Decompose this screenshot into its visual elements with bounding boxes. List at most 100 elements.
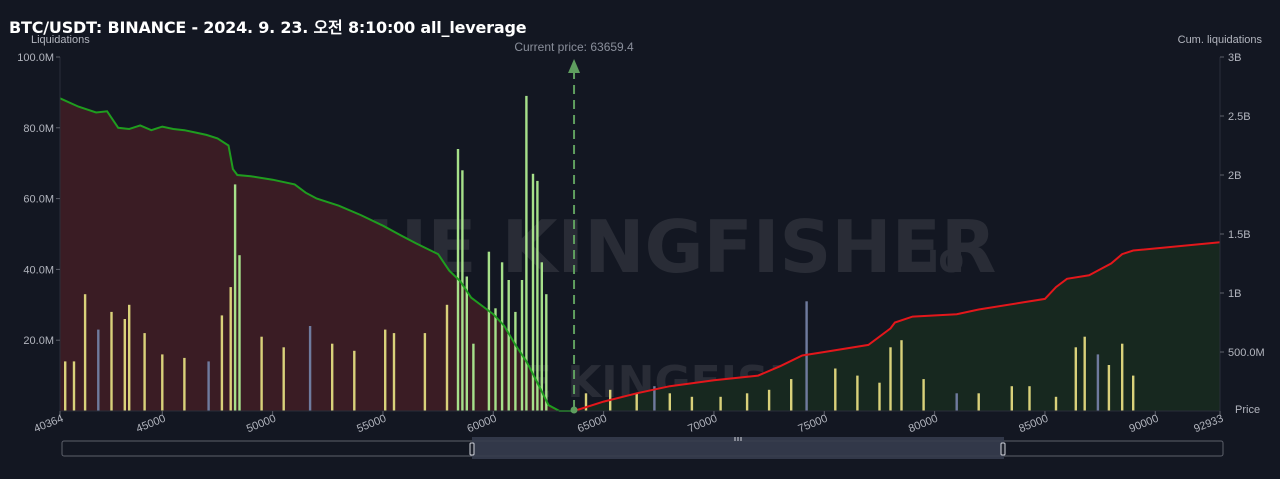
- liquidation-bar: [207, 361, 210, 411]
- x-tick-label: 65000: [576, 413, 609, 436]
- liquidation-bar: [653, 386, 656, 411]
- liquidation-bar: [143, 333, 146, 411]
- liquidation-bars: [64, 95, 1135, 411]
- liquidation-bar: [977, 393, 980, 411]
- liquidation-bar: [1054, 396, 1058, 411]
- range-slider-window[interactable]: [472, 437, 1004, 459]
- liquidation-bar: [353, 350, 356, 411]
- x-tick-label: 75000: [797, 413, 830, 436]
- liquidation-bar: [536, 180, 539, 411]
- liquidation-bar: [308, 326, 312, 411]
- y-left-tick-label: 20.0M: [23, 335, 54, 347]
- y-left-tick-label: 60.0M: [23, 194, 54, 206]
- liquidation-bar: [1096, 354, 1100, 411]
- liquidation-bar: [584, 393, 588, 411]
- y-right-tick-label: 2B: [1228, 170, 1241, 182]
- liquidation-bar: [392, 333, 396, 411]
- range-slider-left-handle[interactable]: [469, 442, 475, 456]
- x-tick-label: 92933: [1192, 413, 1225, 436]
- liquidation-bar: [545, 294, 548, 411]
- liquidation-bar: [719, 396, 722, 411]
- x-tick-label: 55000: [355, 413, 388, 436]
- liquidation-bar: [384, 329, 387, 411]
- y-left-tick-label: 40.0M: [23, 264, 54, 276]
- liquidation-bar: [128, 304, 131, 411]
- liquidation-bar: [834, 368, 837, 411]
- range-slider-grip-icon[interactable]: [734, 437, 742, 441]
- y-left-tick-label: 80.0M: [23, 123, 54, 135]
- x-tick-label: 50000: [245, 413, 278, 436]
- liquidation-bar: [690, 396, 694, 411]
- cum-long-line: [59, 97, 574, 412]
- liquidation-bar: [72, 361, 76, 411]
- cum-long-area: [60, 98, 575, 411]
- liquidation-bar: [83, 294, 87, 411]
- liquidation-bar: [635, 393, 638, 411]
- liquidation-bar: [97, 329, 100, 411]
- liquidation-bar: [472, 343, 475, 411]
- liquidation-bar: [64, 361, 67, 411]
- liquidation-bar: [514, 311, 517, 411]
- liquidation-bar: [123, 319, 126, 411]
- liquidation-bar: [1107, 365, 1111, 411]
- liquidation-bar: [238, 255, 241, 411]
- x-tick-label: 80000: [907, 413, 940, 436]
- liquidation-bar: [1028, 386, 1031, 411]
- y-left-label: Liquidations: [31, 34, 90, 46]
- liquidation-bar: [878, 382, 881, 411]
- liquidation-bar: [955, 393, 958, 411]
- liquidation-bar: [487, 251, 491, 411]
- x-label: Price: [1235, 404, 1260, 416]
- y-right-tick-label: 500.0M: [1228, 347, 1265, 359]
- liquidation-bar: [525, 95, 528, 411]
- liquidation-bar: [110, 311, 113, 411]
- y-right-tick-label: 3B: [1228, 52, 1241, 64]
- liquidation-bar: [500, 262, 504, 411]
- liquidation-bar: [1132, 375, 1135, 411]
- x-tick-label: 85000: [1017, 413, 1050, 436]
- liquidation-bar: [745, 393, 749, 411]
- liquidation-bar: [889, 347, 892, 411]
- liquidation-bar: [1121, 343, 1124, 411]
- x-tick-label: 40364: [32, 413, 65, 436]
- liquidation-bar: [282, 347, 285, 411]
- y-right-tick-label: 1.5B: [1228, 229, 1251, 241]
- range-slider-right-handle[interactable]: [1000, 442, 1006, 456]
- liquidation-bar: [260, 336, 263, 411]
- liquidation-bar: [668, 393, 671, 411]
- chart-title: BTC/USDT: BINANCE - 2024. 9. 23. 오전 8:10…: [9, 18, 527, 37]
- liquidation-bar: [494, 308, 497, 411]
- liquidation-bar: [331, 343, 334, 411]
- y-right-tick-label: 1B: [1228, 288, 1241, 300]
- liquidation-bar: [922, 379, 925, 411]
- liquidation-bar: [1083, 336, 1086, 411]
- liquidation-bar: [767, 389, 771, 411]
- liquidation-bar: [540, 262, 543, 411]
- liquidation-bar: [1010, 386, 1013, 411]
- cum-short-area: [574, 242, 1220, 411]
- liquidation-bar: [229, 287, 232, 411]
- x-tick-label: 60000: [466, 413, 499, 436]
- liquidation-bar: [233, 184, 237, 411]
- watermark-suffix: .IO: [916, 245, 964, 280]
- liquidation-bar: [805, 301, 808, 411]
- range-slider[interactable]: [61, 437, 1224, 459]
- y-right-label: Cum. liquidations: [1178, 34, 1263, 46]
- liquidation-bar: [856, 375, 859, 411]
- liquidation-bar: [220, 315, 224, 411]
- current-price-marker: Current price: 63659.4: [514, 40, 634, 414]
- liquidation-bar: [161, 354, 164, 411]
- x-tick-label: 90000: [1128, 413, 1161, 436]
- liquidation-bar: [900, 340, 903, 411]
- liquidation-bar: [465, 276, 468, 411]
- y-right-tick-label: 2.5B: [1228, 111, 1251, 123]
- liquidation-bar: [520, 280, 524, 411]
- liquidation-bar: [183, 357, 186, 411]
- liquidation-bar: [790, 379, 793, 411]
- cum-short-line: [573, 241, 1221, 412]
- liquidation-bar: [1074, 347, 1077, 411]
- y-left-tick-label: 100.0M: [17, 52, 54, 64]
- x-tick-label: 70000: [686, 413, 719, 436]
- liquidation-bar: [461, 170, 464, 411]
